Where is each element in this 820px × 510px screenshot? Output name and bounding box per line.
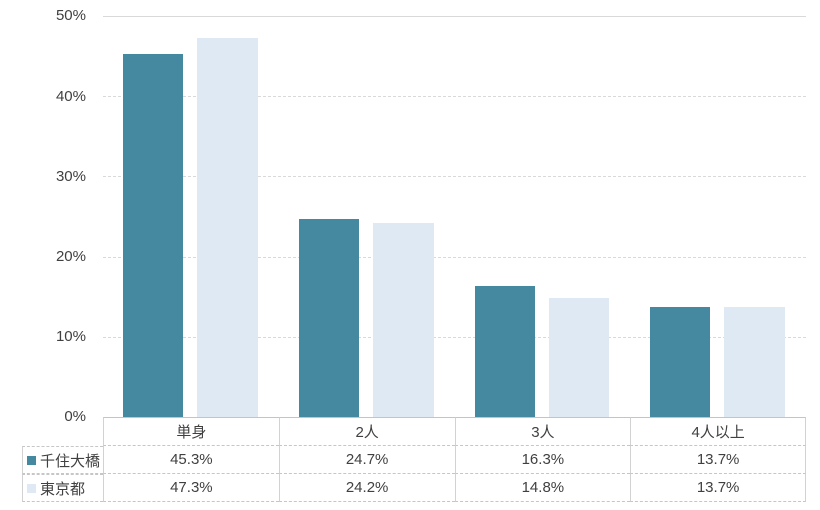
value-cell: 24.7%	[278, 446, 455, 474]
legend-cell-series-1: 千住大橋	[22, 446, 103, 474]
value-cell: 24.2%	[278, 474, 455, 502]
y-axis-tick-label: 20%	[55, 248, 86, 265]
y-axis-tick-label: 40%	[55, 88, 86, 105]
bar-group-2人	[279, 16, 455, 417]
bar-東京都-3人	[548, 298, 610, 417]
gridline-40%	[103, 96, 806, 98]
gridline-30%	[103, 176, 806, 178]
bar-千住大橋-3人	[474, 286, 535, 417]
value-cell: 14.8%	[454, 474, 631, 502]
y-axis-tick-label: 10%	[55, 328, 86, 345]
gridline-10%	[103, 336, 806, 338]
legend-swatch-icon	[27, 483, 36, 493]
category-header-cell: 2人	[278, 417, 455, 446]
legend-cell-series-2: 東京都	[22, 474, 103, 502]
category-header-cell: 単身	[103, 417, 279, 446]
category-header-cell: 3人	[454, 417, 631, 446]
value-cell: 13.7%	[630, 474, 806, 502]
value-cell: 45.3%	[103, 446, 279, 474]
bar-group-単身	[103, 16, 279, 417]
legend-swatch-icon	[27, 455, 36, 465]
bar-千住大橋-4人以上	[650, 307, 711, 417]
plot-area	[103, 16, 806, 417]
bar-東京都-2人	[372, 222, 434, 417]
legend-label: 千住大橋	[40, 452, 101, 470]
gridline-20%	[103, 256, 806, 258]
category-header-cell: 4人以上	[630, 417, 806, 446]
y-axis-tick-label: 30%	[55, 168, 86, 185]
y-axis-tick-label: 50%	[55, 7, 86, 24]
value-cell: 47.3%	[103, 474, 279, 502]
bar-group-4人以上	[630, 16, 806, 417]
bar-千住大橋-2人	[298, 218, 359, 417]
bar-東京都-単身	[197, 37, 258, 417]
table-corner-cell	[22, 417, 103, 446]
gridline-50%	[103, 16, 806, 17]
y-axis-tick-label: 0%	[64, 408, 86, 425]
value-cell: 16.3%	[454, 446, 631, 474]
bar-group-3人	[455, 16, 631, 417]
legend-label: 東京都	[40, 480, 86, 498]
bar-東京都-4人以上	[724, 307, 786, 417]
value-cell: 13.7%	[630, 446, 806, 474]
bar-千住大橋-単身	[123, 53, 183, 417]
data-table: 単身 2人 3人 4人以上 千住大橋 45.3% 24.7% 16.3% 13.…	[22, 417, 806, 502]
